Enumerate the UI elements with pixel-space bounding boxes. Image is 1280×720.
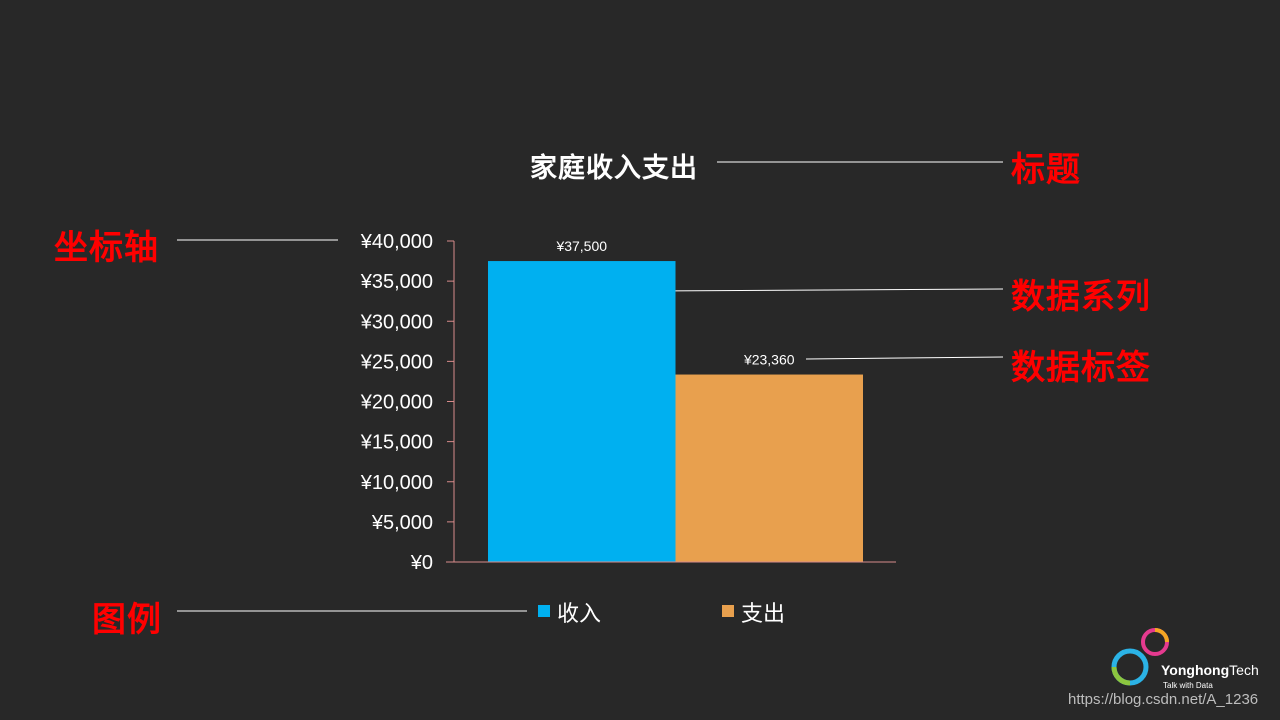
brand-name: YonghongTech [1161, 662, 1259, 678]
y-tick-label-4: ¥20,000 [360, 392, 433, 414]
brand-name-light: Tech [1229, 662, 1259, 678]
series-connector [649, 288, 1004, 292]
bar-1 [488, 261, 676, 562]
y-tick-label-2: ¥10,000 [360, 472, 433, 494]
yonghong-logo-icon [1111, 628, 1169, 686]
callout-legend: 图例 [92, 601, 162, 639]
data-label-1: ¥37,500 [555, 238, 607, 254]
callout-series: 数据系列 [1011, 278, 1151, 316]
y-tick-label-5: ¥25,000 [360, 351, 433, 373]
legend-swatch-2 [722, 605, 734, 617]
data-label-connector [805, 356, 1004, 360]
y-tick-label-1: ¥5,000 [371, 512, 433, 534]
y-tick-label-7: ¥35,000 [360, 271, 433, 293]
y-tick-label-0: ¥0 [410, 552, 433, 574]
legend-label-2: 支出 [741, 601, 785, 626]
brand-name-bold: Yonghong [1161, 662, 1230, 678]
chart-title: 家庭收入支出 [530, 153, 698, 183]
legend-label-1: 收入 [557, 601, 601, 626]
callout-axis: 坐标轴 [54, 229, 159, 267]
callout-data-label: 数据标签 [1011, 349, 1151, 387]
data-label-2: ¥23,360 [743, 352, 795, 368]
y-tick-label-8: ¥40,000 [360, 231, 433, 253]
y-tick-label-6: ¥30,000 [360, 311, 433, 333]
watermark-url: https://blog.csdn.net/A_1236 [1068, 691, 1259, 708]
brand-tagline: Talk with Data [1163, 681, 1213, 690]
y-tick-label-3: ¥15,000 [360, 432, 433, 454]
legend-swatch-1 [538, 605, 550, 617]
callout-title: 标题 [1011, 151, 1081, 189]
bar-2 [675, 374, 863, 562]
